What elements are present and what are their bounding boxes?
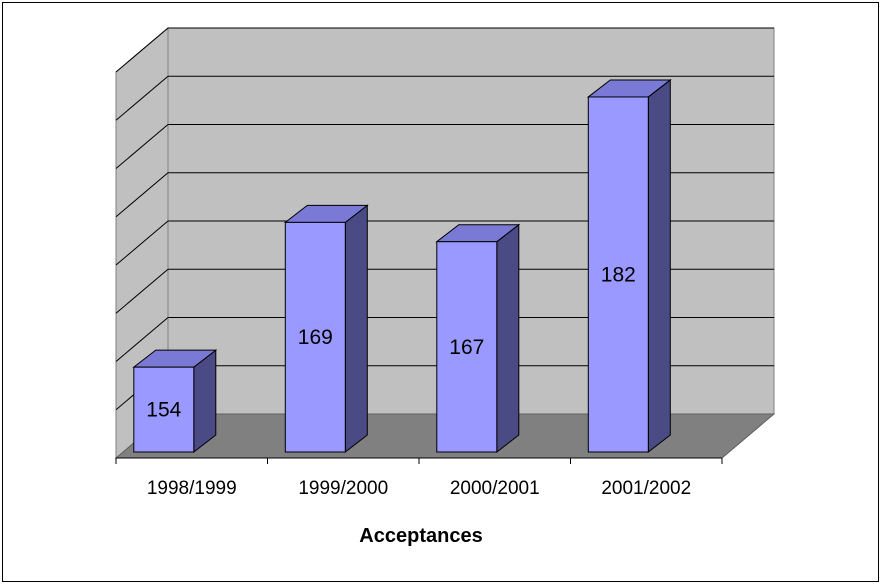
- bar: [133, 366, 195, 453]
- x-tick-label: 2001/2002: [601, 478, 691, 499]
- bar: [284, 221, 346, 453]
- x-tick-label: 1998/1999: [147, 478, 237, 499]
- gridline: [115, 268, 169, 314]
- bar-side: [496, 223, 520, 454]
- x-tick-label: 2000/2001: [450, 478, 540, 499]
- data-label: 167: [449, 336, 484, 359]
- bar-side: [193, 349, 217, 454]
- bar-side: [647, 78, 671, 454]
- bar-side: [344, 204, 368, 454]
- gridline: [115, 317, 169, 362]
- bar: [587, 96, 649, 453]
- bar-chart: 154 169 167 182 1998/1999 1999/2000 2000/2001…: [114, 26, 776, 547]
- gridline: [115, 27, 169, 73]
- data-label: 169: [298, 326, 333, 349]
- bar: [436, 241, 498, 453]
- gridline: [115, 75, 169, 121]
- gridlines: [115, 27, 774, 411]
- data-label: 154: [146, 399, 181, 422]
- bars: 154 169 167 182: [132, 78, 672, 454]
- x-axis: 1998/1999 1999/2000 2000/2001 2001/2002: [115, 457, 723, 499]
- gridline: [115, 220, 169, 266]
- gridline: [115, 172, 169, 218]
- x-axis-title: Acceptances: [359, 525, 482, 547]
- x-tick-label: 1999/2000: [298, 478, 388, 499]
- gridline: [115, 124, 169, 169]
- data-label: 182: [601, 263, 636, 286]
